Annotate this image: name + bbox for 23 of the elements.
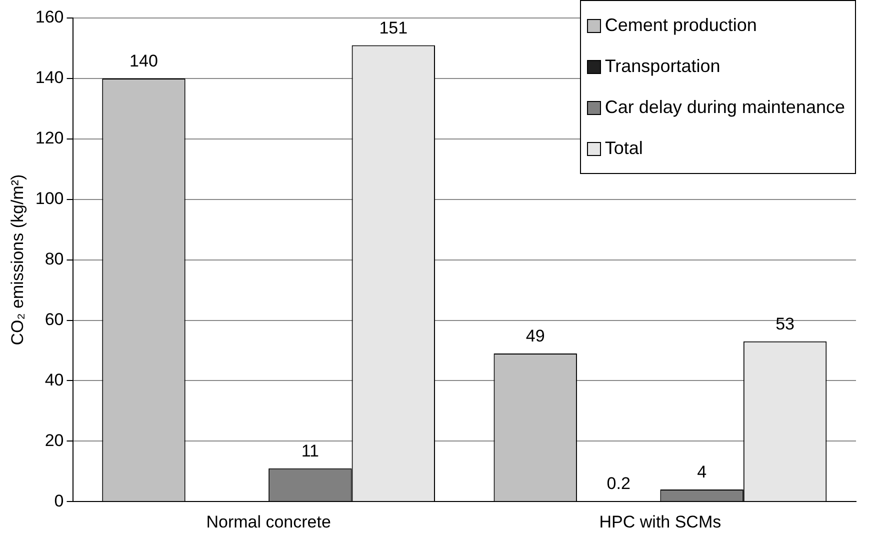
y-tick-label: 120 — [35, 128, 64, 148]
y-tick-label: 0 — [54, 491, 64, 510]
y-tick-label: 140 — [35, 68, 64, 88]
data-label: 49 — [526, 326, 545, 346]
data-label: 151 — [379, 18, 408, 38]
y-tick-label: 20 — [44, 430, 64, 450]
legend-label: Transportation — [604, 56, 720, 77]
legend-label: Car delay during maintenance — [604, 97, 845, 118]
data-label: 11 — [301, 442, 320, 461]
data-label: 53 — [776, 314, 794, 334]
y-tick-label: 80 — [44, 249, 64, 268]
data-label: 4 — [697, 462, 707, 482]
legend-label: Cement production — [604, 15, 757, 36]
y-tick-label: 60 — [44, 310, 64, 329]
x-tick-label: HPC with SCMs — [599, 512, 722, 532]
legend-label: Total — [604, 138, 643, 159]
y-tick-label: 160 — [35, 8, 64, 27]
y-tick-label: 100 — [35, 189, 64, 208]
y-axis-title: CO₂ emissions (kg/m²) — [8, 174, 27, 346]
y-tick-label: 40 — [44, 370, 64, 390]
data-label: 140 — [130, 52, 158, 71]
x-tick-label: Normal concrete — [206, 512, 331, 532]
data-label: 0.2 — [606, 474, 630, 494]
